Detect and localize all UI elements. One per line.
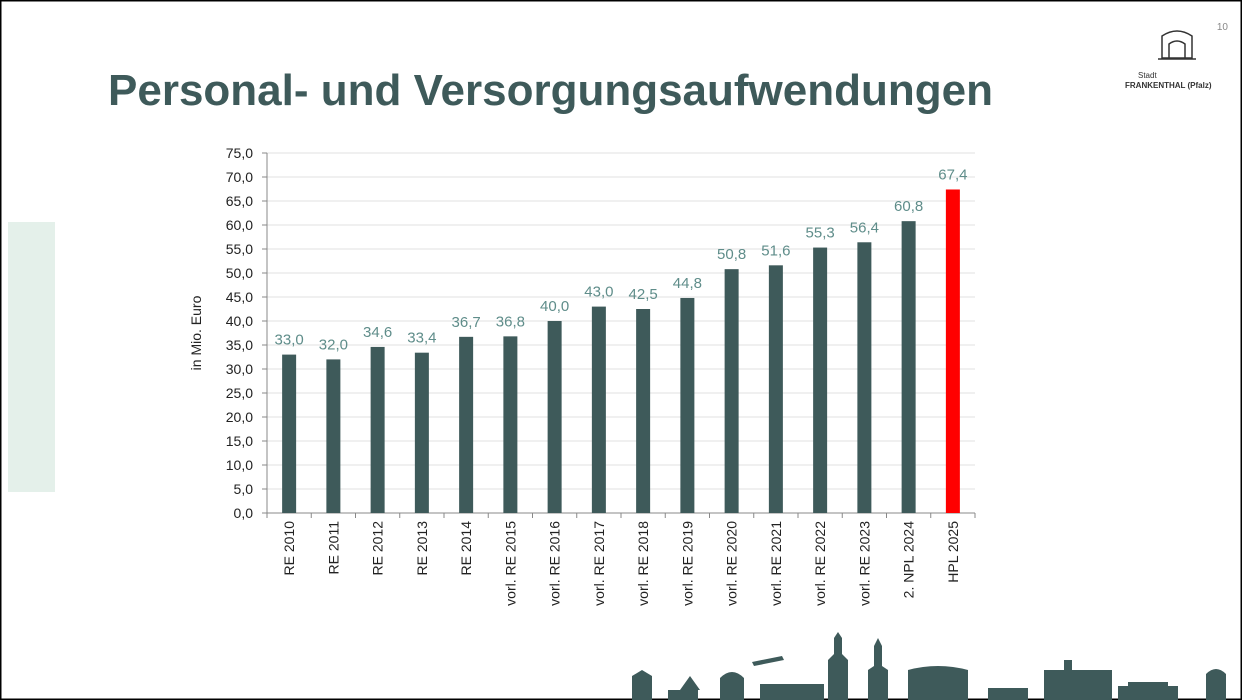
value-label: 36,8	[496, 313, 525, 330]
y-tick-label: 65,0	[226, 193, 253, 209]
value-label: 51,6	[761, 242, 790, 259]
value-label: 40,0	[540, 298, 569, 315]
x-tick-label: RE 2014	[458, 521, 474, 576]
y-tick-label: 60,0	[226, 217, 253, 233]
bar	[813, 247, 828, 513]
bar	[326, 359, 341, 513]
y-tick-label: 70,0	[226, 169, 253, 185]
bar	[370, 346, 385, 513]
bar	[636, 309, 651, 513]
value-label: 67,4	[938, 166, 967, 183]
y-tick-label: 40,0	[226, 313, 253, 329]
value-label: 32,0	[319, 336, 348, 353]
bar	[768, 265, 783, 513]
y-tick-label: 5,0	[234, 481, 254, 497]
bar	[591, 306, 606, 513]
x-tick-label: vorl. RE 2016	[547, 521, 563, 606]
y-tick-label: 15,0	[226, 433, 253, 449]
bar	[857, 242, 872, 513]
x-tick-label: RE 2013	[414, 521, 430, 576]
bar	[945, 189, 960, 514]
logo-line1: Stadt	[1138, 71, 1157, 80]
bar	[547, 321, 562, 513]
x-tick-label: HPL 2025	[945, 521, 961, 583]
y-tick-label: 45,0	[226, 289, 253, 305]
side-panel	[8, 222, 55, 492]
x-tick-label: vorl. RE 2023	[856, 521, 872, 606]
x-tick-label: RE 2010	[281, 521, 297, 576]
y-tick-label: 0,0	[234, 505, 254, 521]
value-label: 42,5	[629, 286, 658, 303]
value-label: 60,8	[894, 198, 923, 215]
y-tick-label: 50,0	[226, 265, 253, 281]
y-tick-label: 25,0	[226, 385, 253, 401]
value-label: 44,8	[673, 275, 702, 292]
bar	[459, 336, 474, 513]
y-tick-label: 75,0	[226, 145, 253, 161]
bar	[503, 336, 518, 513]
skyline	[632, 632, 1226, 700]
value-label: 33,0	[275, 332, 304, 349]
y-tick-label: 35,0	[226, 337, 253, 353]
logo: Stadt FRANKENTHAL (Pfalz)	[1125, 30, 1212, 90]
x-tick-label: vorl. RE 2021	[768, 521, 784, 606]
y-tick-label: 55,0	[226, 241, 253, 257]
x-tick-label: vorl. RE 2019	[679, 521, 695, 606]
value-label: 56,4	[850, 219, 879, 236]
x-tick-label: vorl. RE 2015	[502, 521, 518, 606]
x-tick-label: vorl. RE 2020	[724, 521, 740, 606]
value-label: 33,4	[407, 330, 436, 347]
skyline-shapes	[632, 632, 1226, 700]
bar	[724, 269, 739, 513]
slide-number: 10	[1217, 22, 1229, 33]
plot: 0,0 5,0 10,0 15,0 20,0 25,0 30,0 35,0 40,0 45,0 50…	[226, 145, 976, 606]
value-label: 50,8	[717, 246, 746, 263]
value-label: 55,3	[806, 225, 835, 242]
x-tick-label: 2. NPL 2024	[901, 521, 917, 599]
x-tick-label: vorl. RE 2018	[635, 521, 651, 606]
value-label: 36,7	[452, 314, 481, 331]
x-tick-label: RE 2012	[370, 521, 386, 576]
bar	[282, 354, 297, 513]
y-tick-label: 10,0	[226, 457, 253, 473]
y-tick-label: 20,0	[226, 409, 253, 425]
bar	[680, 297, 695, 513]
bar	[414, 352, 429, 513]
x-tick-label: RE 2011	[325, 521, 341, 575]
x-tick-label: vorl. RE 2017	[591, 521, 607, 606]
bar	[901, 221, 916, 513]
logo-line2: FRANKENTHAL (Pfalz)	[1125, 81, 1212, 90]
value-label: 43,0	[584, 284, 613, 301]
y-axis-label: in Mio. Euro	[188, 295, 204, 370]
value-label: 34,6	[363, 324, 392, 341]
logo-icon	[1161, 30, 1193, 59]
x-tick-label: vorl. RE 2022	[812, 521, 828, 606]
y-tick-label: 30,0	[226, 361, 253, 377]
chart-title: Personal- und Versorgungsaufwendungen	[108, 66, 993, 115]
